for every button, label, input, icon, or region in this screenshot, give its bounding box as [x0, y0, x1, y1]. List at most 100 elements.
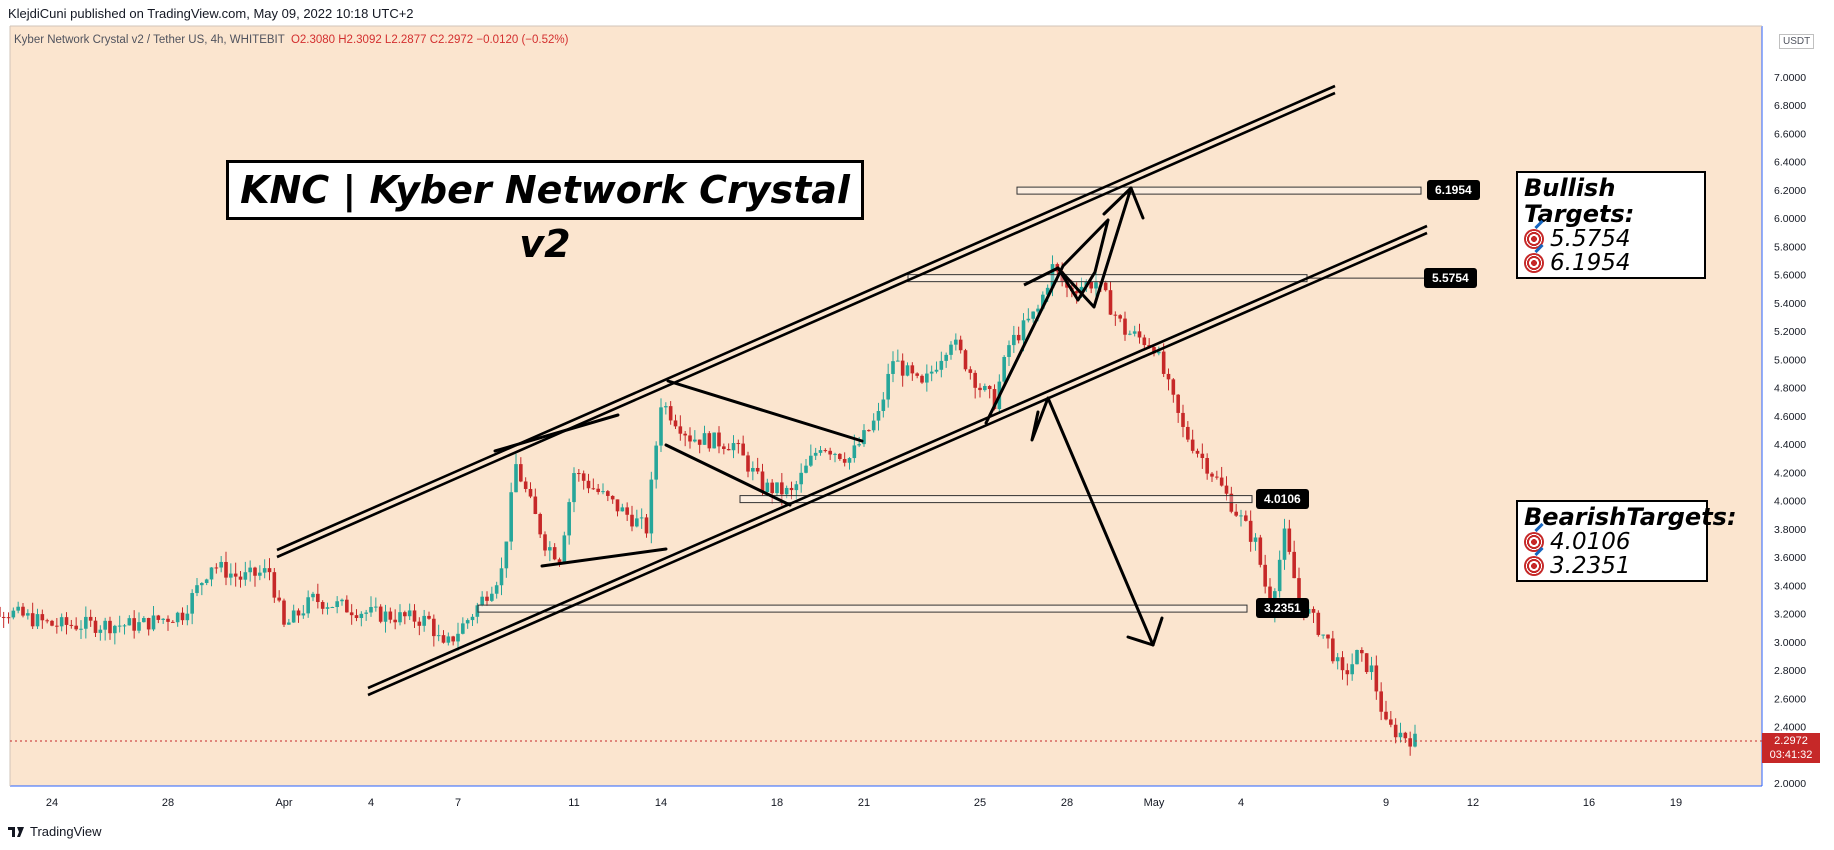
candle-down	[320, 602, 325, 609]
candle-up	[26, 613, 30, 616]
bullish-targets-title: Bullish Targets:	[1524, 174, 1635, 228]
y-tick-label: 6.0000	[1774, 213, 1806, 225]
candle-up	[712, 432, 716, 449]
currency-label[interactable]: USDT	[1779, 34, 1815, 49]
triangle-top-line	[493, 413, 620, 453]
candle-down	[1200, 453, 1205, 459]
candle-down	[842, 459, 847, 463]
footer: TradingView	[8, 824, 102, 839]
candle-down	[1186, 426, 1190, 440]
candle-up	[925, 373, 929, 383]
candle-down	[915, 373, 919, 376]
candle-down	[432, 618, 436, 637]
candle-down	[40, 614, 45, 621]
candle-up	[335, 601, 339, 608]
candle-down	[1331, 638, 1335, 662]
candle-down	[345, 599, 349, 613]
candle-up	[1321, 634, 1325, 636]
candle-down	[108, 620, 112, 634]
candle-up	[1045, 287, 1050, 295]
y-tick-label: 2.8000	[1774, 665, 1806, 677]
candle-down	[1089, 282, 1093, 289]
candle-up	[664, 406, 668, 408]
candle-down	[789, 487, 794, 491]
candle-down	[533, 496, 538, 514]
candle-up	[113, 625, 117, 634]
candle-down	[1210, 473, 1214, 477]
candle-down	[1287, 528, 1292, 552]
candle-up	[185, 613, 190, 621]
y-tick-label: 5.2000	[1774, 326, 1806, 338]
candle-up	[1335, 657, 1340, 662]
candle-up	[881, 399, 886, 411]
candle-up	[983, 386, 987, 391]
candle-up	[229, 573, 233, 578]
candle-down	[823, 450, 828, 452]
candle-up	[954, 339, 958, 345]
candle-up	[219, 561, 223, 568]
candle-up	[693, 439, 697, 442]
bullish-arrowhead	[1102, 186, 1145, 220]
candle-up	[422, 615, 426, 626]
candle-down	[577, 473, 581, 475]
target-icon	[1524, 229, 1544, 249]
y-tick-label: 3.2000	[1774, 609, 1806, 621]
candle-up	[799, 472, 803, 485]
candle-down	[722, 446, 726, 450]
candle-up	[291, 610, 296, 623]
candle-up	[499, 568, 504, 586]
footer-brand: TradingView	[30, 824, 102, 839]
candle-down	[668, 406, 673, 421]
candle-down	[233, 573, 238, 577]
x-tick-label: Apr	[275, 797, 292, 809]
candle-up	[876, 410, 881, 421]
candle-up	[436, 635, 441, 637]
candle-down	[146, 618, 151, 630]
candle-down	[1103, 282, 1108, 291]
candle-down	[1181, 412, 1185, 427]
candle-down	[596, 488, 600, 493]
candle-down	[214, 567, 219, 569]
candle-up	[939, 360, 944, 370]
candle-up	[1239, 515, 1243, 517]
candle-down	[1, 616, 6, 618]
candle-up	[374, 606, 378, 608]
candle-down	[1195, 450, 1200, 454]
candle-up	[1413, 733, 1417, 747]
x-tick-label: 19	[1670, 797, 1682, 809]
candle-down	[1113, 314, 1118, 316]
y-tick-label: 2.6000	[1774, 693, 1806, 705]
candle-down	[519, 464, 523, 482]
candle-up	[1002, 356, 1006, 382]
candle-up	[311, 593, 315, 598]
candle-up	[929, 371, 934, 374]
candle-down	[156, 615, 161, 620]
candle-down	[349, 612, 354, 616]
bearish-path-arrow	[1030, 396, 1155, 647]
candle-up	[1012, 334, 1016, 346]
target-icon	[1524, 253, 1544, 273]
candle-down	[1244, 515, 1248, 521]
x-tick-label: 14	[655, 797, 667, 809]
candle-up	[369, 607, 373, 613]
candle-down	[1166, 373, 1171, 380]
candle-up	[325, 607, 330, 609]
candle-down	[132, 618, 136, 631]
candle-up	[59, 617, 64, 627]
candle-down	[963, 350, 968, 370]
candle-down	[180, 612, 185, 621]
candle-down	[615, 499, 620, 512]
channel-lower-line	[367, 224, 1428, 697]
candle-up	[1253, 537, 1258, 542]
candle-up	[175, 612, 180, 623]
candle-up	[1041, 294, 1045, 309]
candle-up	[896, 360, 900, 362]
candle-down	[88, 616, 93, 621]
candles-group	[0, 255, 1417, 756]
candle-up	[654, 445, 658, 480]
candle-down	[1311, 608, 1316, 613]
bullish-target-arrow	[1056, 186, 1133, 309]
candle-down	[610, 495, 615, 500]
candle-up	[127, 618, 132, 626]
